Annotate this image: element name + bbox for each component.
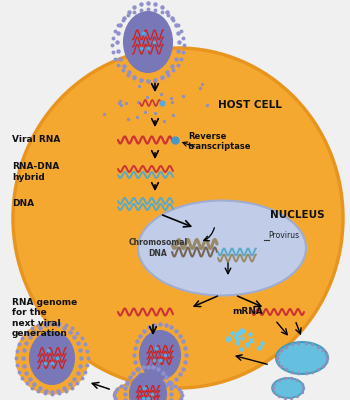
- Ellipse shape: [138, 200, 306, 296]
- Text: RNA-DNA
hybrid: RNA-DNA hybrid: [12, 162, 60, 182]
- Ellipse shape: [114, 381, 182, 400]
- Ellipse shape: [272, 378, 304, 398]
- Ellipse shape: [30, 332, 74, 384]
- Text: HOST CELL: HOST CELL: [218, 100, 282, 110]
- Text: DNA: DNA: [12, 200, 34, 208]
- Ellipse shape: [276, 342, 328, 374]
- Text: RNA genome
for the
next viral
generation: RNA genome for the next viral generation: [12, 298, 77, 338]
- Text: Viral RNA: Viral RNA: [12, 136, 60, 144]
- Ellipse shape: [130, 373, 166, 400]
- Text: Provirus: Provirus: [268, 231, 299, 240]
- Text: mRNA: mRNA: [232, 308, 263, 316]
- Text: Chromosomal
DNA: Chromosomal DNA: [128, 238, 188, 258]
- Ellipse shape: [13, 48, 343, 388]
- Text: NUCLEUS: NUCLEUS: [270, 210, 325, 220]
- Text: Reverse
transcriptase: Reverse transcriptase: [188, 132, 252, 151]
- Ellipse shape: [124, 12, 172, 72]
- Ellipse shape: [16, 322, 88, 394]
- Ellipse shape: [140, 331, 180, 379]
